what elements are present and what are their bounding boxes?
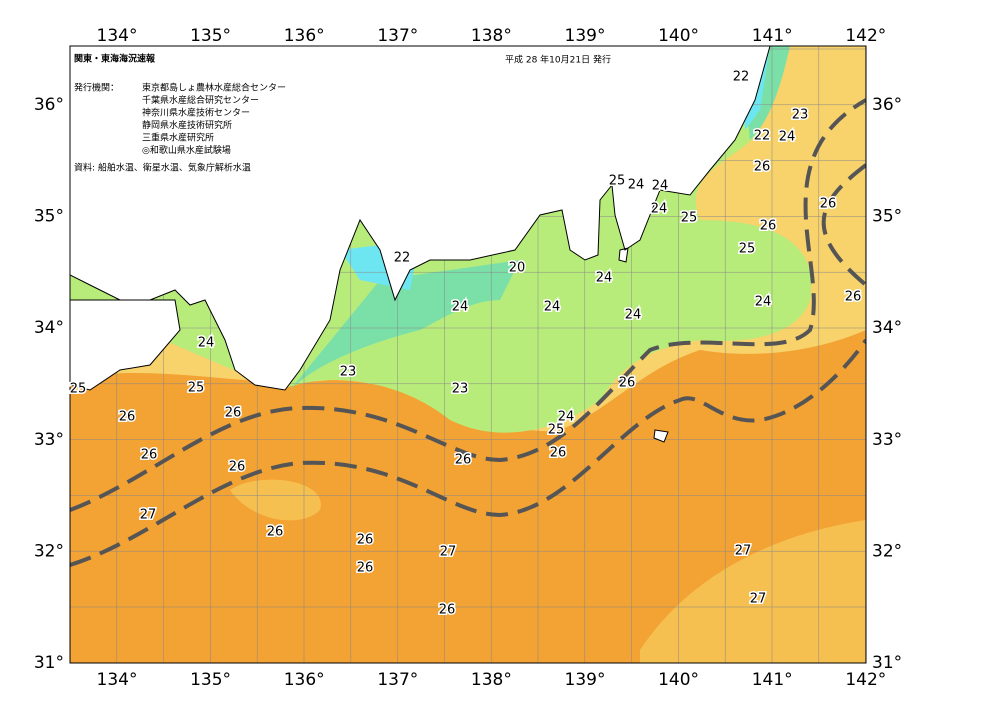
contour-label: 24 — [452, 300, 469, 315]
issuer: ◎和歌山県水産試験場 — [142, 144, 231, 156]
contour-label: 24 — [651, 202, 668, 217]
contour-label: 24 — [652, 179, 669, 194]
latitude-label: 32° — [872, 541, 902, 561]
contour-label: 24 — [625, 308, 642, 323]
contour-label: 22 — [754, 129, 771, 144]
longitude-label: 141° — [752, 670, 793, 690]
issuer-heading: 発行機関： — [74, 82, 119, 94]
longitude-label: 138° — [471, 26, 512, 46]
longitude-label: 140° — [658, 26, 699, 46]
issue-date: 平成 28 年10月21日 発行 — [505, 54, 611, 66]
longitude-label: 136° — [284, 26, 325, 46]
issuer: 三重県水産研究所 — [142, 132, 214, 144]
latitude-label: 34° — [872, 318, 902, 338]
contour-label: 24 — [779, 130, 796, 145]
latitude-label: 35° — [872, 207, 902, 227]
latitude-label: 32° — [34, 541, 64, 561]
contour-label: 24 — [755, 295, 772, 310]
longitude-label: 136° — [284, 670, 325, 690]
longitude-label: 137° — [377, 670, 418, 690]
longitude-label: 135° — [190, 670, 231, 690]
issuer: 東京都島しょ農林水産総合センター — [142, 82, 286, 94]
latitude-label: 33° — [872, 430, 902, 450]
longitude-label: 137° — [377, 26, 418, 46]
contour-label: 25 — [70, 382, 87, 397]
contour-label: 26 — [820, 197, 837, 212]
longitude-label: 142° — [845, 670, 886, 690]
contour-label: 25 — [739, 242, 756, 257]
contour-label: 22 — [733, 70, 750, 85]
latitude-label: 34° — [34, 318, 64, 338]
contour-label: 23 — [792, 108, 809, 123]
contour-label: 26 — [141, 448, 158, 463]
legend-box — [70, 46, 300, 178]
contour-label: 26 — [229, 460, 246, 475]
title: 関東・東海海況速報 — [74, 53, 156, 65]
contour-label: 23 — [452, 382, 469, 397]
bay-water — [340, 46, 770, 290]
source: 資料: 船舶水温、衛星水温、気象庁解析水温 — [74, 162, 251, 174]
issuer: 神奈川県水産技術センター — [142, 107, 250, 119]
contour-label: 26 — [357, 533, 374, 548]
longitude-label: 134° — [97, 670, 138, 690]
latitude-label: 31° — [34, 653, 64, 673]
contour-label: 22 — [394, 251, 411, 266]
cold-zone — [290, 46, 790, 390]
contour-label: 25 — [548, 423, 565, 438]
contour-label: 26 — [119, 410, 136, 425]
contour-label: 26 — [550, 446, 567, 461]
contour-label: 26 — [760, 219, 777, 234]
issuer: 静岡県水産技術研究所 — [142, 119, 232, 131]
longitude-label: 141° — [752, 26, 793, 46]
latitude-label: 33° — [34, 430, 64, 450]
contour-label: 26 — [357, 561, 374, 576]
longitude-label: 138° — [471, 670, 512, 690]
contour-label: 25 — [681, 211, 698, 226]
contour-label: 23 — [340, 365, 357, 380]
issuer: 千葉県水産総合研究センター — [142, 94, 259, 106]
contour-label: 25 — [188, 381, 205, 396]
latitude-label: 36° — [872, 95, 902, 115]
contour-label: 24 — [558, 410, 575, 425]
map-frame — [69, 45, 867, 664]
contour-label: 20 — [509, 261, 526, 276]
contour-label: 25 — [609, 174, 626, 189]
contour-label: 24 — [544, 300, 561, 315]
latitude-label: 36° — [34, 95, 64, 115]
contour-label: 24 — [198, 336, 215, 351]
contour-label: 27 — [750, 592, 767, 607]
contour-label: 26 — [619, 376, 636, 391]
longitude-label: 134° — [97, 26, 138, 46]
longitude-label: 139° — [565, 26, 606, 46]
contour-label: 26 — [225, 406, 242, 421]
longitude-label: 135° — [190, 26, 231, 46]
latitude-label: 35° — [34, 207, 64, 227]
contour-label: 24 — [628, 178, 645, 193]
longitude-label: 139° — [565, 670, 606, 690]
latitude-label: 31° — [872, 653, 902, 673]
longitude-label: 142° — [845, 26, 886, 46]
contour-label: 26 — [439, 603, 456, 618]
contour-label: 26 — [845, 290, 862, 305]
contour-label: 27 — [140, 508, 157, 523]
contour-label: 24 — [596, 271, 613, 286]
longitude-label: 140° — [658, 670, 699, 690]
contour-label: 27 — [440, 545, 457, 560]
contour-label: 26 — [267, 525, 284, 540]
map-area — [70, 46, 866, 663]
contour-label: 27 — [735, 544, 752, 559]
warm-patch — [230, 479, 866, 663]
contour-label: 26 — [455, 453, 472, 468]
kuroshio-axis — [70, 98, 866, 567]
contour-label: 26 — [754, 160, 771, 175]
